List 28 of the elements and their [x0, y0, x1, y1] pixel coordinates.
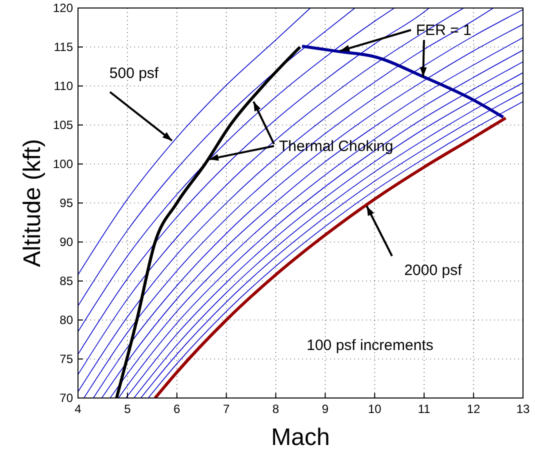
line-series	[78, 8, 395, 332]
y-tick-label: 95	[60, 196, 74, 210]
annotation: 500 psf	[109, 65, 160, 82]
annotation: 100 psf increments	[306, 337, 434, 354]
y-tick-label: 100	[52, 157, 74, 171]
annotation: 2000 psf	[404, 262, 463, 279]
y-tick-label: 75	[60, 352, 74, 366]
x-tick-label: 9	[322, 402, 329, 416]
x-tick-label: 7	[222, 402, 230, 416]
x-tick-label: 5	[124, 402, 132, 416]
y-tick-label: 115	[54, 40, 74, 54]
y-axis-title: Altitude (kft)	[19, 138, 46, 268]
y-tick-label: 70	[60, 391, 74, 405]
y-tick-label: 90	[60, 235, 74, 249]
y-tick-label: 85	[60, 274, 74, 288]
y-tick-label: 110	[54, 79, 74, 93]
x-tick-label: 11	[418, 402, 431, 416]
x-axis-title: Mach	[271, 424, 330, 451]
x-tick-label: 10	[368, 402, 382, 416]
x-tick-label: 8	[272, 402, 280, 416]
y-tick-label: 120	[52, 1, 74, 15]
y-tick-label: 80	[60, 313, 74, 327]
x-tick-label: 12	[466, 402, 481, 416]
x-tick-label: 4	[74, 402, 82, 416]
y-tick-label: 105	[52, 118, 74, 132]
x-tick-label: 13	[516, 402, 530, 416]
line-series	[300, 44, 505, 119]
x-tick-label: 6	[174, 402, 181, 416]
